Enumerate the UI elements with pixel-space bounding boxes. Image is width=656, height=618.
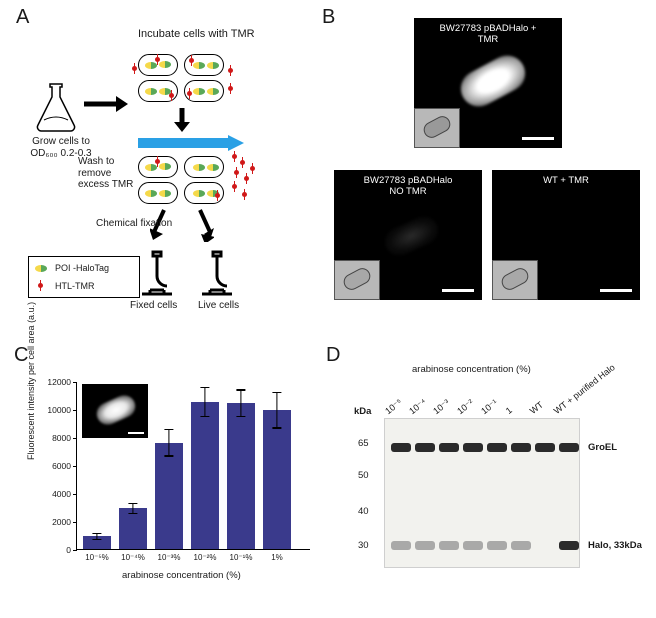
lane-label: 10⁻¹	[479, 397, 500, 417]
band-groel	[415, 443, 435, 452]
microscope-icon	[196, 246, 238, 298]
x-tick-label: 10⁻³%	[151, 553, 187, 562]
kda-mark: 40	[358, 506, 369, 517]
x-tick-label: 10⁻⁵%	[79, 553, 115, 562]
lane-label: 10⁻³	[431, 397, 452, 417]
micrograph-1: BW27783 pBADHalo +TMR	[414, 18, 562, 148]
error-bar	[132, 503, 133, 514]
arrow-icon	[82, 94, 130, 114]
cell-image	[381, 212, 443, 260]
bar	[227, 403, 255, 549]
error-bar	[240, 389, 241, 417]
y-tick-label: 8000	[52, 433, 71, 443]
band-halo	[415, 541, 435, 550]
band-groel	[439, 443, 459, 452]
band-groel	[487, 443, 507, 452]
flask-icon	[34, 82, 78, 134]
legend-box: POI -HaloTag HTL-TMR	[28, 256, 140, 298]
band-groel	[535, 443, 555, 452]
lane-label: WT	[528, 400, 545, 416]
blot-title: arabinose concentration (%)	[412, 364, 531, 375]
legend-poi-label: POI -HaloTag	[55, 263, 109, 273]
bar	[191, 402, 219, 549]
panel-a-label: A	[16, 6, 29, 29]
micrograph-1-label: BW27783 pBADHalo +TMR	[414, 23, 562, 45]
band-groel	[463, 443, 483, 452]
band-groel	[511, 443, 531, 452]
error-bar	[204, 387, 205, 418]
inset-brightfield	[334, 260, 380, 300]
error-bar	[168, 429, 169, 457]
y-tick-label: 2000	[52, 517, 71, 527]
kda-header: kDa	[354, 406, 371, 417]
cell-image	[455, 49, 532, 113]
y-tick-label: 4000	[52, 489, 71, 499]
arrow-down-icon	[172, 106, 192, 134]
arrow-right-down-icon	[196, 208, 214, 242]
band-halo	[559, 541, 579, 550]
lane-label: 10⁻⁵	[383, 397, 404, 417]
x-tick-label: 10⁻⁴%	[115, 553, 151, 562]
lane-label: WT + purified Halo	[552, 362, 617, 416]
scale-bar	[600, 289, 632, 292]
y-tick-label: 0	[66, 545, 71, 555]
lane-label: 10⁻⁴	[407, 397, 428, 417]
x-tick-label: 1%	[259, 553, 295, 562]
inset-brightfield	[414, 108, 460, 148]
lane-label: 10⁻²	[455, 397, 476, 417]
kda-mark: 30	[358, 540, 369, 551]
band-groel	[391, 443, 411, 452]
scale-bar	[442, 289, 474, 292]
micrograph-3: WT + TMR	[492, 170, 640, 300]
fixation-label: Chemical fixation	[96, 218, 172, 230]
western-blot	[384, 418, 580, 568]
band-groel	[559, 443, 579, 452]
error-bar	[276, 392, 277, 428]
band-halo	[487, 541, 507, 550]
bar	[119, 508, 147, 549]
micrograph-2-label: BW27783 pBADHaloNO TMR	[334, 175, 482, 197]
x-tick-label: 10⁻²%	[187, 553, 223, 562]
kda-mark: 50	[358, 470, 369, 481]
band-halo	[511, 541, 531, 550]
chart-inset-image	[82, 384, 148, 438]
bar	[263, 410, 291, 549]
halo-label: Halo, 33kDa	[588, 540, 642, 551]
wash-label: Wash toremoveexcess TMR	[78, 156, 134, 191]
error-bar	[96, 533, 97, 540]
band-halo	[463, 541, 483, 550]
x-axis-label: arabinose concentration (%)	[122, 570, 241, 581]
incubate-label: Incubate cells with TMR	[138, 28, 255, 41]
panel-d-blot: arabinose concentration (%) kDa GroEL Ha…	[338, 360, 646, 600]
kda-mark: 65	[358, 438, 369, 449]
wash-arrow-icon	[136, 134, 246, 152]
band-halo	[391, 541, 411, 550]
y-tick-label: 10000	[47, 405, 71, 415]
micrograph-3-label: WT + TMR	[492, 175, 640, 186]
panel-c-chart: Fluorescent intensity per cell area (a.u…	[22, 360, 332, 600]
bar	[155, 443, 183, 549]
microscope-icon	[136, 246, 178, 298]
y-axis-label: Fluorescent intensity per cell area (a.u…	[26, 302, 36, 460]
fixed-cells-label: Fixed cells	[130, 300, 177, 312]
panel-a-diagram: Incubate cells with TMR Grow cells toOD₆…	[28, 28, 328, 338]
lane-label: 1	[504, 405, 514, 416]
legend-htl-label: HTL-TMR	[55, 281, 95, 291]
live-cells-label: Live cells	[198, 300, 239, 312]
micrograph-2: BW27783 pBADHaloNO TMR	[334, 170, 482, 300]
scale-bar	[522, 137, 554, 140]
x-tick-label: 10⁻¹%	[223, 553, 259, 562]
groel-label: GroEL	[588, 442, 617, 453]
inset-brightfield	[492, 260, 538, 300]
y-tick-label: 12000	[47, 377, 71, 387]
y-tick-label: 6000	[52, 461, 71, 471]
band-halo	[439, 541, 459, 550]
panel-b-micrographs: BW27783 pBADHalo +TMR BW27783 pBADHaloNO…	[332, 12, 644, 332]
